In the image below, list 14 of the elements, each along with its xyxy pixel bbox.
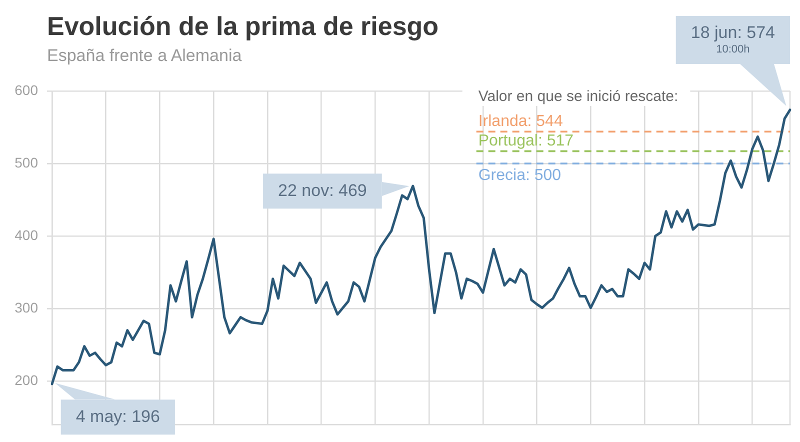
annotation: 4 may: 196 — [76, 406, 160, 426]
ref-line-label: Irlanda: 544 — [478, 113, 563, 130]
annotation: 22 nov: 469 — [278, 180, 367, 200]
annotation: Valor en que se inició rescate: — [478, 88, 678, 106]
chart-title: Evolución de la prima de riesgo — [47, 11, 439, 42]
ref-line-label: Grecia: 500 — [478, 166, 562, 184]
text: 18 jun: 574 10:00h — [690, 23, 776, 56]
chart-subtitle: España frente a Alemania — [47, 46, 242, 66]
ref-line-label: Portugal: 517 — [478, 132, 574, 150]
y-tick-label: 400 — [14, 226, 38, 243]
y-tick-label: 500 — [14, 154, 38, 170]
y-tick-label: 300 — [14, 299, 38, 316]
y-tick-label: 600 — [14, 82, 38, 98]
y-tick-label: 200 — [14, 372, 38, 388]
